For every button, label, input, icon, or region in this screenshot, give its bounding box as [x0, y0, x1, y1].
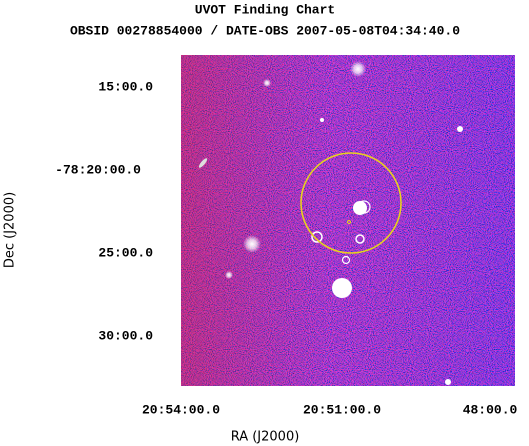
chart-title: UVOT Finding Chart — [195, 2, 335, 17]
x-axis-label: RA (J2000) — [231, 430, 300, 445]
x-tick-label: 20:51:00.0 — [303, 402, 381, 417]
y-tick-label: 15:00.0 — [98, 79, 153, 94]
y-tick-label: 30:00.0 — [98, 328, 153, 343]
y-tick-label: -78:20:00.0 — [55, 162, 141, 177]
sky-image — [181, 55, 515, 386]
y-tick-label: 25:00.0 — [98, 245, 153, 260]
x-tick-label: 48:00.0 — [463, 402, 518, 417]
x-tick-label: 20:54:00.0 — [142, 402, 220, 417]
y-axis-label: Dec (J2000) — [3, 192, 18, 268]
chart-subtitle: OBSID 00278854000 / DATE-OBS 2007-05-08T… — [70, 23, 460, 38]
